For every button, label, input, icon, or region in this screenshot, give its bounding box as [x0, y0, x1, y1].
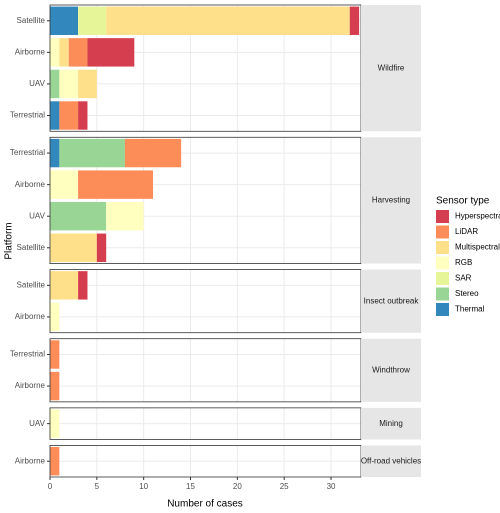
y-tick-label: Terrestrial — [10, 350, 45, 359]
x-tick-label: 30 — [327, 482, 336, 491]
legend-swatch — [436, 241, 449, 254]
legend-swatch — [436, 303, 449, 316]
bar-segment — [50, 69, 60, 99]
bar-segment — [349, 6, 360, 35]
strip-label: Wildfire — [378, 63, 405, 72]
x-tick-label: 10 — [139, 482, 148, 491]
x-tick-label: 25 — [280, 482, 289, 491]
strip-label: Harvesting — [372, 196, 410, 205]
legend-swatch — [436, 287, 449, 301]
bar-segment — [50, 271, 79, 300]
bar-segment — [50, 409, 60, 438]
y-tick-label: UAV — [29, 211, 46, 220]
bar-segment — [78, 170, 154, 199]
bar-segment — [106, 202, 144, 231]
bar-segment — [50, 38, 60, 67]
bar-segment — [78, 69, 97, 99]
legend-swatch — [436, 210, 449, 223]
bar-segment — [68, 38, 88, 67]
bar-segment — [50, 202, 107, 231]
bar-segment — [106, 6, 350, 35]
y-tick-label: Airborne — [15, 47, 46, 56]
y-tick-label: Airborne — [15, 456, 46, 465]
y-tick-label: Satellite — [17, 243, 46, 252]
x-axis-title: Number of cases — [167, 499, 243, 510]
x-tick-label: 0 — [48, 482, 53, 491]
strip — [361, 5, 421, 132]
bar-segment — [59, 138, 125, 168]
legend-swatch — [436, 256, 449, 270]
legend-label: SAR — [455, 274, 472, 283]
bar-segment — [87, 38, 135, 67]
bar-segment — [50, 101, 60, 130]
bar-segment — [96, 233, 107, 262]
legend-label: Thermal — [455, 305, 485, 314]
legend-label: Multispectral — [455, 243, 500, 252]
y-tick-label: UAV — [29, 79, 46, 88]
bar-segment — [78, 271, 88, 300]
strip-label: Mining — [379, 419, 403, 428]
y-tick-label: Satellite — [17, 280, 46, 289]
bar-segment — [78, 6, 107, 35]
legend-label: RGB — [455, 258, 472, 267]
bar-segment — [50, 340, 60, 369]
strip — [361, 445, 421, 477]
legend-swatch — [436, 272, 449, 285]
y-tick-label: Terrestrial — [10, 148, 45, 157]
strip-label: Windthrow — [372, 365, 410, 374]
bar-segment — [50, 302, 60, 332]
bar-segment — [59, 101, 79, 130]
bar-segment — [59, 69, 79, 99]
bar-segment — [50, 371, 60, 401]
x-tick-label: 20 — [233, 482, 242, 491]
bar-segment — [50, 6, 79, 35]
strip-label: Off-road vehicles — [361, 456, 421, 465]
bar-segment — [50, 233, 97, 262]
strip — [361, 137, 421, 264]
y-tick-label: Satellite — [17, 16, 46, 25]
y-tick-label: Airborne — [15, 180, 46, 189]
y-axis-title: Platform — [4, 222, 15, 259]
legend-title: Sensor type — [436, 196, 490, 207]
legend-label: Stereo — [455, 289, 479, 298]
strip-label: Insect outbreak — [364, 296, 420, 305]
bar-segment — [78, 101, 88, 130]
bar-segment — [59, 38, 69, 67]
y-tick-label: Terrestrial — [10, 111, 45, 120]
bar-segment — [50, 170, 79, 199]
legend-label: LiDAR — [455, 227, 478, 236]
y-tick-label: Airborne — [15, 312, 46, 321]
strip — [361, 338, 421, 402]
strip — [361, 407, 421, 440]
panel-background — [50, 338, 361, 402]
legend-swatch — [436, 225, 449, 239]
bar-segment — [50, 447, 60, 476]
y-tick-label: UAV — [29, 419, 46, 428]
legend-label: Hyperspectral — [455, 212, 500, 221]
x-tick-label: 5 — [95, 482, 100, 491]
strip — [361, 269, 421, 333]
bar-segment — [50, 138, 60, 168]
y-tick-label: Airborne — [15, 381, 46, 390]
panel-background — [50, 269, 361, 333]
bar-segment — [124, 138, 182, 168]
x-tick-label: 15 — [186, 482, 195, 491]
